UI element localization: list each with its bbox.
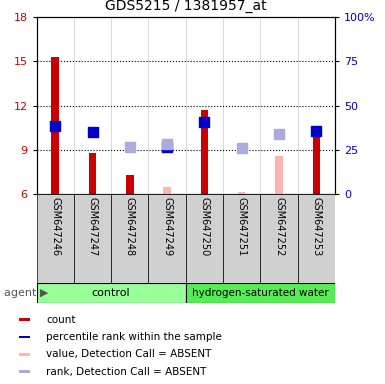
Point [52,123,58,129]
Bar [313,134,320,194]
Text: agent ▶: agent ▶ [4,288,48,298]
Bar [275,156,283,194]
Bar [89,153,96,194]
Point [276,131,282,137]
Bar [186,194,223,283]
Text: GSM647249: GSM647249 [162,197,172,256]
Text: control: control [92,288,131,298]
Text: hydrogen-saturated water: hydrogen-saturated water [192,288,329,298]
Bar [149,194,186,283]
Bar [298,194,335,283]
Bar [223,194,260,283]
Point [89,129,95,135]
Text: GSM647248: GSM647248 [125,197,135,256]
Bar [19,318,30,321]
Bar [163,187,171,194]
Bar [19,353,30,356]
Bar [37,283,186,303]
Text: value, Detection Call = ABSENT: value, Detection Call = ABSENT [46,349,211,359]
Bar [111,194,149,283]
Bar [238,192,246,194]
Text: GSM647246: GSM647246 [50,197,60,256]
Text: GSM647250: GSM647250 [199,197,209,256]
Bar [186,283,335,303]
Bar [37,194,74,283]
Bar [19,370,30,373]
Title: GDS5215 / 1381957_at: GDS5215 / 1381957_at [105,0,266,13]
Bar [52,57,59,194]
Text: GSM647253: GSM647253 [311,197,321,256]
Text: percentile rank within the sample: percentile rank within the sample [46,332,222,342]
Point [127,144,133,150]
Point [239,145,245,151]
Bar [201,110,208,194]
Text: GSM647252: GSM647252 [274,197,284,256]
Text: GSM647251: GSM647251 [237,197,247,256]
Point [201,119,208,125]
Bar [126,175,134,194]
Point [164,141,170,147]
Text: count: count [46,314,76,325]
Bar [260,194,298,283]
Text: GSM647247: GSM647247 [87,197,97,256]
Bar [19,336,30,338]
Point [164,144,170,150]
Point [313,127,320,134]
Text: rank, Detection Call = ABSENT: rank, Detection Call = ABSENT [46,366,206,377]
Bar [74,194,111,283]
